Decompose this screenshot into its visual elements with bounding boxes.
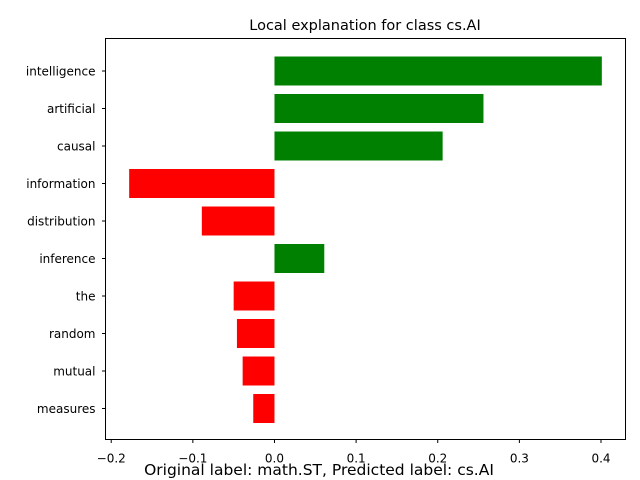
caption: Original label: math.ST, Predicted label… bbox=[144, 461, 494, 479]
x-tick-label: −0.2 bbox=[97, 452, 126, 466]
y-tick-label: artificial bbox=[47, 102, 96, 116]
y-tick-label: distribution bbox=[27, 215, 95, 229]
bar-the bbox=[233, 281, 275, 311]
x-axis-ticks: −0.2 −0.1 0.0 0.1 0.2 0.3 0.4 bbox=[97, 439, 611, 466]
bar-measures bbox=[253, 394, 275, 423]
y-tick-label: inference bbox=[39, 252, 95, 266]
chart-title: Local explanation for class cs.AI bbox=[249, 18, 481, 34]
y-tick-label: random bbox=[49, 327, 96, 341]
x-tick-label: 0.0 bbox=[265, 452, 284, 466]
x-tick-label: 0.3 bbox=[510, 452, 529, 466]
x-tick-label: 0.4 bbox=[591, 452, 610, 466]
plot-frame bbox=[105, 38, 626, 440]
bar-artificial bbox=[274, 94, 484, 123]
y-tick-label: causal bbox=[57, 140, 96, 154]
x-tick-label: −0.1 bbox=[178, 452, 207, 466]
bar-causal bbox=[274, 131, 443, 161]
y-tick-label: the bbox=[76, 290, 96, 304]
bars-group bbox=[129, 56, 602, 423]
bar-distribution bbox=[201, 206, 275, 236]
bar-intelligence bbox=[274, 56, 602, 86]
bar-information bbox=[129, 169, 275, 198]
x-tick-label: 0.2 bbox=[428, 452, 447, 466]
y-tick-label: information bbox=[26, 177, 95, 191]
bar-mutual bbox=[242, 356, 275, 386]
x-tick-label: 0.1 bbox=[347, 452, 366, 466]
bar-inference bbox=[274, 244, 325, 273]
y-tick-label: measures bbox=[37, 402, 96, 416]
bar-random bbox=[236, 319, 275, 348]
y-tick-label: intelligence bbox=[26, 65, 96, 79]
y-axis-ticks: intelligence artificial causal information d… bbox=[26, 65, 106, 416]
y-tick-label: mutual bbox=[53, 365, 95, 379]
